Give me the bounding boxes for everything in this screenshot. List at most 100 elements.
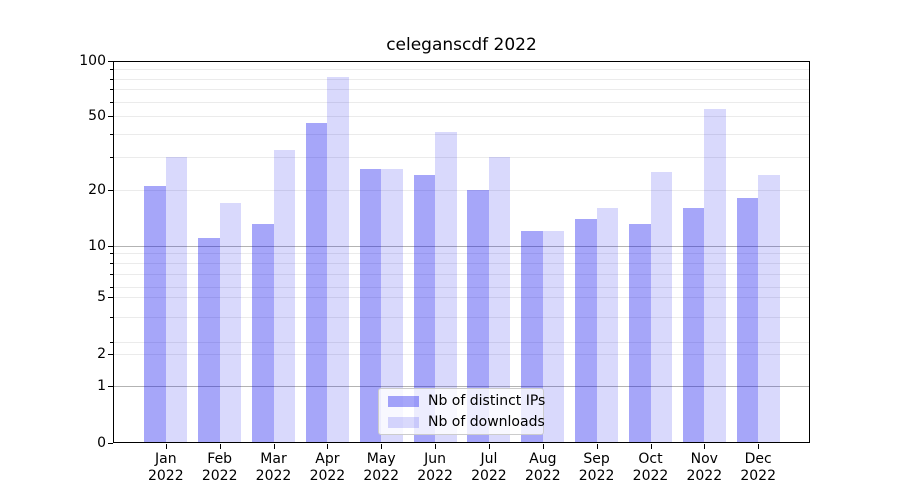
- x-tick-mark-feb: [219, 443, 221, 449]
- y-tick-label-50: 50: [88, 108, 106, 125]
- y-tick-label-2: 2: [97, 346, 106, 363]
- gridline-y-90: [113, 69, 810, 71]
- y-tick-label-20: 20: [88, 181, 106, 198]
- x-tick-mark-jan: [165, 443, 167, 449]
- bar-downloads-mar: [273, 149, 295, 443]
- bar-downloads-may: [381, 168, 403, 443]
- x-tick-mark-jul: [488, 443, 490, 449]
- bar-downloads-oct: [650, 172, 672, 443]
- gridline-y-40: [113, 134, 810, 136]
- gridline-y-80: [113, 78, 810, 80]
- x-tick-label-nov: Nov 2022: [686, 451, 723, 484]
- gridline-y-7: [113, 274, 810, 275]
- bar-ips-may: [359, 168, 382, 443]
- gridline-y-6: [113, 286, 810, 288]
- y-minor-tick-mark-6: [110, 286, 113, 288]
- x-tick-label-jan: Jan 2022: [147, 451, 184, 484]
- x-tick-mark-oct: [650, 443, 652, 449]
- x-tick-label-aug: Aug 2022: [524, 451, 561, 484]
- chart-title: celeganscdf 2022: [386, 35, 537, 55]
- x-tick-label-may: May 2022: [363, 451, 399, 484]
- x-tick-mark-mar: [273, 443, 275, 449]
- bar-ips-mar: [252, 224, 274, 443]
- y-minor-tick-mark-90: [110, 69, 113, 71]
- x-tick-label-apr: Apr 2022: [309, 451, 346, 484]
- bar-downloads-aug: [542, 230, 565, 443]
- x-tick-mark-nov: [704, 443, 706, 449]
- gridline-y-5: [113, 296, 810, 298]
- bar-ips-jul: [467, 189, 489, 443]
- gridline-y-2: [113, 354, 810, 356]
- x-tick-mark-dec: [758, 443, 760, 449]
- x-tick-mark-aug: [542, 443, 544, 449]
- y-tick-mark-1: [108, 386, 113, 388]
- y-minor-tick-mark-50: [110, 116, 113, 118]
- y-minor-tick-mark-7: [110, 274, 113, 275]
- x-tick-label-mar: Mar 2022: [255, 451, 292, 484]
- gridline-y-50: [113, 116, 810, 118]
- bar-ips-oct: [629, 224, 651, 443]
- bar-downloads-dec: [758, 175, 780, 443]
- y-minor-tick-mark-3: [110, 341, 113, 343]
- y-minor-tick-mark-30: [110, 157, 113, 159]
- bar-ips-nov: [682, 207, 705, 443]
- bar-ips-jun: [413, 175, 436, 443]
- bar-downloads-apr: [327, 76, 349, 443]
- gridline-y-3: [113, 341, 810, 343]
- bar-downloads-jan: [165, 157, 188, 443]
- x-tick-label-jul: Jul 2022: [471, 451, 507, 484]
- y-minor-tick-mark-40: [110, 134, 113, 136]
- y-tick-label-5: 5: [97, 288, 106, 305]
- bar-downloads-sep: [596, 207, 619, 443]
- legend-item-downloads: Nb of downloads: [388, 413, 545, 431]
- y-tick-mark-100: [108, 60, 113, 62]
- y-minor-tick-mark-2: [110, 354, 113, 356]
- x-tick-label-sep: Sep 2022: [578, 451, 615, 484]
- bar-layer: [113, 61, 810, 443]
- x-tick-label-dec: Dec 2022: [740, 451, 776, 484]
- gridline-y-9: [113, 253, 810, 255]
- gridline-y-4: [113, 317, 810, 318]
- bar-ips-feb: [198, 237, 220, 443]
- y-tick-mark-10: [108, 245, 113, 247]
- y-minor-tick-mark-9: [110, 253, 113, 255]
- grid-layer: [113, 61, 810, 443]
- y-tick-mark-0: [108, 443, 113, 445]
- bar-downloads-nov: [704, 108, 726, 443]
- y-tick-label-0: 0: [97, 435, 106, 452]
- bar-downloads-feb: [219, 202, 242, 443]
- y-minor-tick-mark-4: [110, 317, 113, 318]
- gridline-y-60: [113, 101, 810, 103]
- x-tick-mark-sep: [596, 443, 598, 449]
- gridline-y-1: [113, 386, 810, 388]
- bar-ips-sep: [575, 218, 597, 443]
- legend-swatch-distinct-ips: [388, 395, 419, 407]
- gridline-y-20: [113, 189, 810, 191]
- bar-ips-apr: [305, 123, 328, 443]
- x-tick-mark-may: [381, 443, 383, 449]
- x-tick-label-oct: Oct 2022: [632, 451, 669, 484]
- gridline-y-30: [113, 157, 810, 159]
- legend-label-downloads: Nb of downloads: [428, 414, 545, 430]
- x-tick-mark-apr: [327, 443, 329, 449]
- gridline-y-10: [113, 245, 810, 247]
- gridline-y-8: [113, 262, 810, 264]
- y-tick-label-10: 10: [88, 237, 106, 254]
- legend-swatch-downloads: [388, 416, 419, 428]
- x-tick-label-feb: Feb 2022: [201, 451, 238, 484]
- y-minor-tick-mark-20: [110, 189, 113, 191]
- y-tick-label-100: 100: [79, 52, 106, 69]
- x-tick-label-jun: Jun 2022: [417, 451, 453, 484]
- y-minor-tick-mark-5: [110, 296, 113, 298]
- y-minor-tick-mark-8: [110, 262, 113, 264]
- y-minor-tick-mark-60: [110, 101, 113, 103]
- y-minor-tick-mark-70: [110, 89, 113, 91]
- gridline-y-70: [113, 89, 810, 91]
- x-tick-mark-jun: [435, 443, 437, 449]
- legend: Nb of distinct IPs Nb of downloads: [378, 388, 545, 435]
- bar-ips-jan: [144, 186, 166, 443]
- bar-downloads-jul: [488, 157, 511, 443]
- legend-item-distinct-ips: Nb of distinct IPs: [388, 392, 545, 410]
- legend-label-distinct-ips: Nb of distinct IPs: [428, 393, 546, 409]
